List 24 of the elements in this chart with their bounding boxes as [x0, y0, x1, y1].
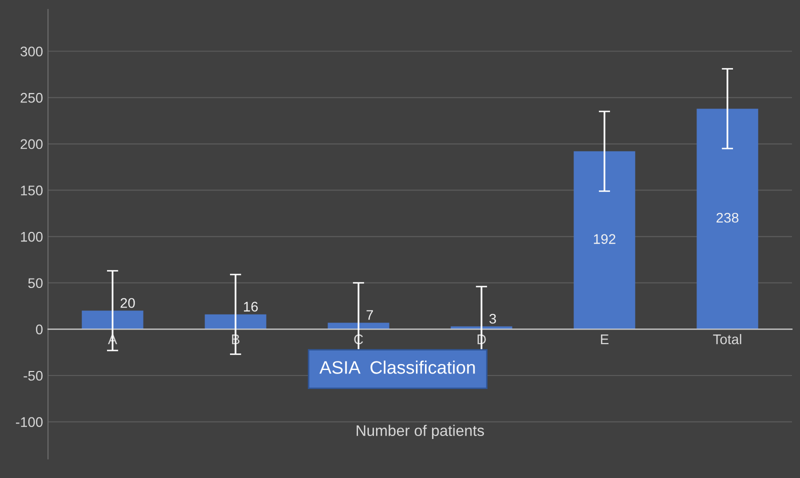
- y-tick-label: 50: [28, 278, 43, 288]
- bar: [328, 322, 390, 330]
- y-tick-label: 300: [20, 46, 43, 56]
- y-tick-label: -100: [16, 417, 43, 427]
- bar: [82, 310, 144, 330]
- data-label: 192: [594, 234, 616, 244]
- y-tick-label: 100: [21, 232, 43, 242]
- y-tick-label: 250: [20, 92, 43, 103]
- data-label: 3: [489, 314, 496, 324]
- annotation: ASIA Classification: [319, 360, 475, 374]
- x-tick-label: Total: [713, 334, 742, 344]
- x-tick-label: E: [600, 334, 608, 344]
- bar: [204, 314, 266, 330]
- bar: [696, 108, 758, 330]
- data-label: 7: [366, 310, 373, 320]
- data-label: 238: [716, 212, 738, 223]
- data-label: 20: [120, 298, 135, 308]
- data-label: 16: [244, 302, 258, 312]
- y-tick-label: -50: [24, 370, 43, 381]
- x-axis-title: Number of patients: [356, 424, 484, 440]
- y-tick-label: 0: [36, 324, 43, 334]
- y-tick-label: 200: [20, 139, 43, 150]
- bar: [574, 151, 636, 330]
- y-tick-label: 150: [21, 186, 43, 196]
